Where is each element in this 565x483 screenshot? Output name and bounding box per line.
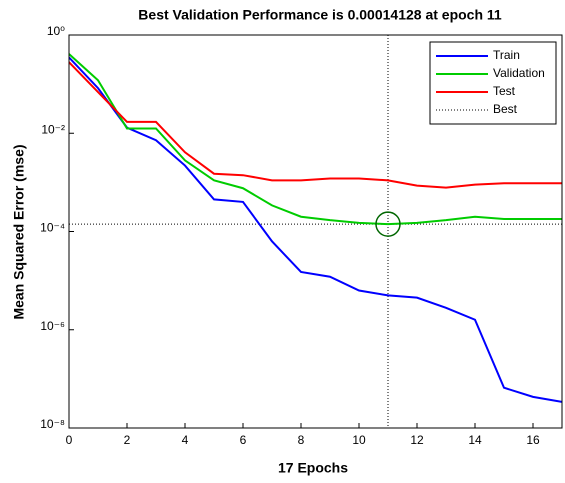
x-tick-label: 12 [410,433,424,447]
x-tick-label: 14 [468,433,482,447]
x-tick-label: 8 [298,433,305,447]
x-tick-label: 0 [66,433,73,447]
legend-label: Test [493,84,516,98]
legend-label: Validation [493,66,545,80]
legend-label: Best [493,102,518,116]
plot-frame [68,34,563,429]
y-tick-label: 10⁻⁶ [40,319,65,333]
x-tick-label: 2 [124,433,131,447]
y-tick-label: 10⁰ [47,24,65,38]
y-tick-label: 10⁻⁴ [40,221,65,235]
line-series [69,53,562,226]
x-tick-label: 10 [352,433,366,447]
x-axis-label: 17 Epochs [278,460,348,476]
legend-label: Train [493,48,520,62]
x-tick-label: 16 [526,433,540,447]
chart-title: Best Validation Performance is 0.0001412… [138,7,502,23]
line-series [69,56,562,403]
y-tick-label: 10⁻⁸ [40,417,65,431]
best-marker [375,211,401,237]
y-axis-label: Mean Squared Error (mse) [11,144,27,319]
y-tick-label: 10⁻² [41,122,65,136]
x-tick-label: 4 [182,433,189,447]
line-series [69,61,562,189]
plot [69,35,562,428]
x-tick-label: 6 [240,433,247,447]
